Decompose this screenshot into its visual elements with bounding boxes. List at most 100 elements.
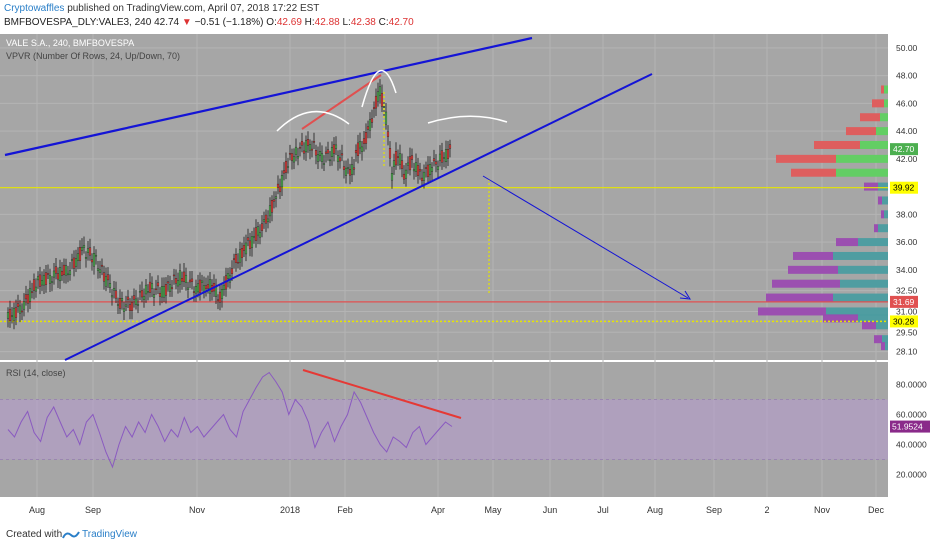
candle-body xyxy=(354,150,358,154)
vp-bar-up xyxy=(878,182,888,191)
candle-body xyxy=(142,295,146,300)
vp-bar-up xyxy=(878,224,888,233)
candle-body xyxy=(348,169,352,176)
candle-body xyxy=(314,150,318,156)
low-label: L: xyxy=(342,17,351,28)
price-tick-label: 42.00 xyxy=(896,154,918,164)
candle-body xyxy=(428,163,432,176)
candle-body xyxy=(296,156,300,159)
vp-bar-up xyxy=(833,293,888,302)
candle-body xyxy=(108,283,112,288)
candle-body xyxy=(42,274,46,286)
vp-bar-up xyxy=(876,321,888,330)
candle-body xyxy=(346,167,350,169)
candle-body xyxy=(136,304,140,306)
candle-body xyxy=(336,155,340,162)
candle-body xyxy=(84,257,88,259)
candle-body xyxy=(122,308,126,312)
candle-body xyxy=(96,268,100,271)
candle-body xyxy=(396,156,400,158)
candle-body xyxy=(278,186,282,193)
chart-canvas[interactable]: VALE S.A., 240, BMFBOVESPA VPVR (Number O… xyxy=(0,32,932,520)
candle-body xyxy=(368,119,372,131)
candle-body xyxy=(196,283,200,293)
candle-body xyxy=(46,273,50,275)
open-label: O: xyxy=(266,17,277,28)
candle-body xyxy=(114,290,118,299)
candle-body xyxy=(308,144,312,151)
candle-body xyxy=(168,284,172,292)
price-badge xyxy=(890,315,918,328)
candle-body xyxy=(288,153,292,155)
candle-body xyxy=(146,291,150,293)
vp-bar-up xyxy=(840,279,888,288)
candle-body xyxy=(344,167,348,176)
candle-body xyxy=(64,265,68,276)
candle-body xyxy=(134,298,138,305)
candle-body xyxy=(284,160,288,173)
candle-body xyxy=(180,278,184,282)
candle-body xyxy=(448,144,452,149)
time-tick-label: Sep xyxy=(706,505,722,515)
candle-body xyxy=(48,275,52,284)
candle-body xyxy=(258,232,262,238)
price-badge-label: 30.28 xyxy=(893,316,915,326)
candle-body xyxy=(74,258,78,267)
vp-bar-down xyxy=(864,182,878,191)
candle-body xyxy=(294,146,298,155)
candle-body xyxy=(414,162,418,172)
tradingview-logo-icon xyxy=(62,528,80,546)
candle-body xyxy=(104,276,108,287)
candle-body xyxy=(430,167,434,172)
candle-body xyxy=(58,267,62,282)
candle-body xyxy=(432,158,436,162)
time-tick-label: Nov xyxy=(189,505,206,515)
candle-body xyxy=(188,279,192,283)
candle-body xyxy=(32,279,36,291)
candle-body xyxy=(372,107,376,109)
candle-body xyxy=(326,149,330,154)
candle-body xyxy=(324,151,328,154)
vp-bar-down xyxy=(874,224,878,233)
vp-bar-down xyxy=(846,127,876,136)
candle-body xyxy=(316,154,320,162)
candle-body xyxy=(18,305,22,314)
candle-body xyxy=(356,142,360,157)
vp-bar-down xyxy=(860,113,880,122)
vp-bar-up xyxy=(882,196,888,205)
candle-body xyxy=(262,219,266,222)
candle-body xyxy=(12,307,16,321)
candle-body xyxy=(10,315,14,318)
candle-body xyxy=(232,258,236,260)
vp-bar-down xyxy=(758,307,826,316)
candle-body xyxy=(318,151,322,156)
author-link[interactable]: Cryptowaffles xyxy=(4,3,65,14)
candle-body xyxy=(256,226,260,236)
candle-body xyxy=(214,286,218,297)
candle-body xyxy=(16,303,20,307)
time-tick-label: Nov xyxy=(814,505,831,515)
tradingview-link[interactable]: TradingView xyxy=(82,529,138,540)
candle-body xyxy=(164,284,168,296)
candle-body xyxy=(160,286,164,298)
vp-bar-up xyxy=(884,210,888,219)
lower-trendline xyxy=(64,73,653,361)
candle-body xyxy=(264,214,268,224)
candle-body xyxy=(282,170,286,174)
candle-body xyxy=(38,274,42,287)
candle-body xyxy=(126,296,130,300)
candle-body xyxy=(34,286,38,292)
candle-body xyxy=(72,257,76,269)
vp-bar-down xyxy=(776,154,836,163)
candle-body xyxy=(216,299,220,301)
candle-body xyxy=(306,139,310,146)
price-badge xyxy=(890,181,918,194)
price-tick-label: 29.50 xyxy=(896,327,918,337)
candle-body xyxy=(274,196,278,199)
candle-body xyxy=(128,304,132,311)
time-tick-label: Dec xyxy=(868,505,885,515)
candle-body xyxy=(276,183,280,188)
candle-body xyxy=(386,131,390,137)
candle-body xyxy=(420,177,424,182)
candle-body xyxy=(56,273,60,280)
